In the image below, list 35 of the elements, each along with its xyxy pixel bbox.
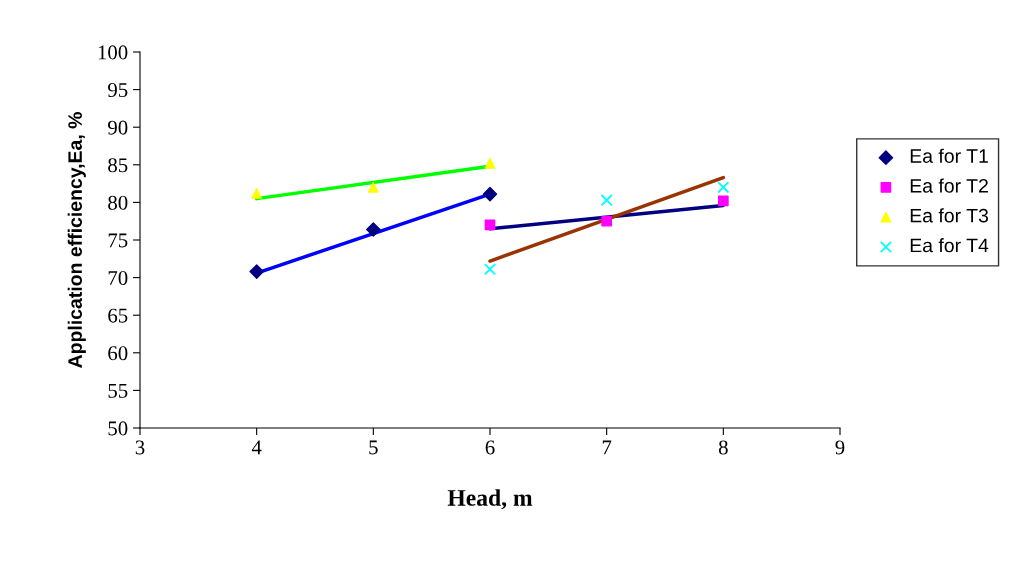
point <box>600 194 613 207</box>
point <box>367 182 379 193</box>
point <box>717 181 730 194</box>
y-tick-label: 55 <box>108 383 128 398</box>
x-tick-label: 6 <box>485 440 495 455</box>
y-tick-label: 95 <box>108 83 128 98</box>
x-tick-label: 5 <box>369 440 378 455</box>
y-tick-label: 75 <box>108 233 128 248</box>
point <box>366 222 381 237</box>
legend-label: Ea for T2 <box>910 178 988 193</box>
point <box>601 215 613 227</box>
y-tick-label: 85 <box>108 158 128 173</box>
y-tick-label: 80 <box>108 195 128 210</box>
y-tick-label: 100 <box>98 45 128 60</box>
x-tick-label: 3 <box>135 440 145 455</box>
point <box>249 264 264 279</box>
y-tick-label: 60 <box>108 346 128 361</box>
point <box>251 188 263 199</box>
y-tick-label: 70 <box>108 270 128 286</box>
y-tick-label: 90 <box>108 120 128 135</box>
legend-label: Ea for T3 <box>910 208 988 223</box>
legend-label: Ea for T1 <box>910 148 988 163</box>
point <box>484 157 496 169</box>
x-tick-label: 7 <box>602 440 612 455</box>
x-tick-label: 9 <box>835 440 845 455</box>
legend-label: Ea for T4 <box>910 238 989 253</box>
x-tick-label: 8 <box>718 440 728 455</box>
x-tick-label: 4 <box>251 440 262 455</box>
x-axis-title: Head, m <box>447 489 533 510</box>
point <box>717 195 729 207</box>
y-tick-label: 65 <box>108 308 128 323</box>
y-axis-title: Application efficiency,Ea, % <box>67 112 86 368</box>
y-tick-label: 50 <box>108 421 128 436</box>
point <box>482 186 498 202</box>
point <box>483 263 497 276</box>
